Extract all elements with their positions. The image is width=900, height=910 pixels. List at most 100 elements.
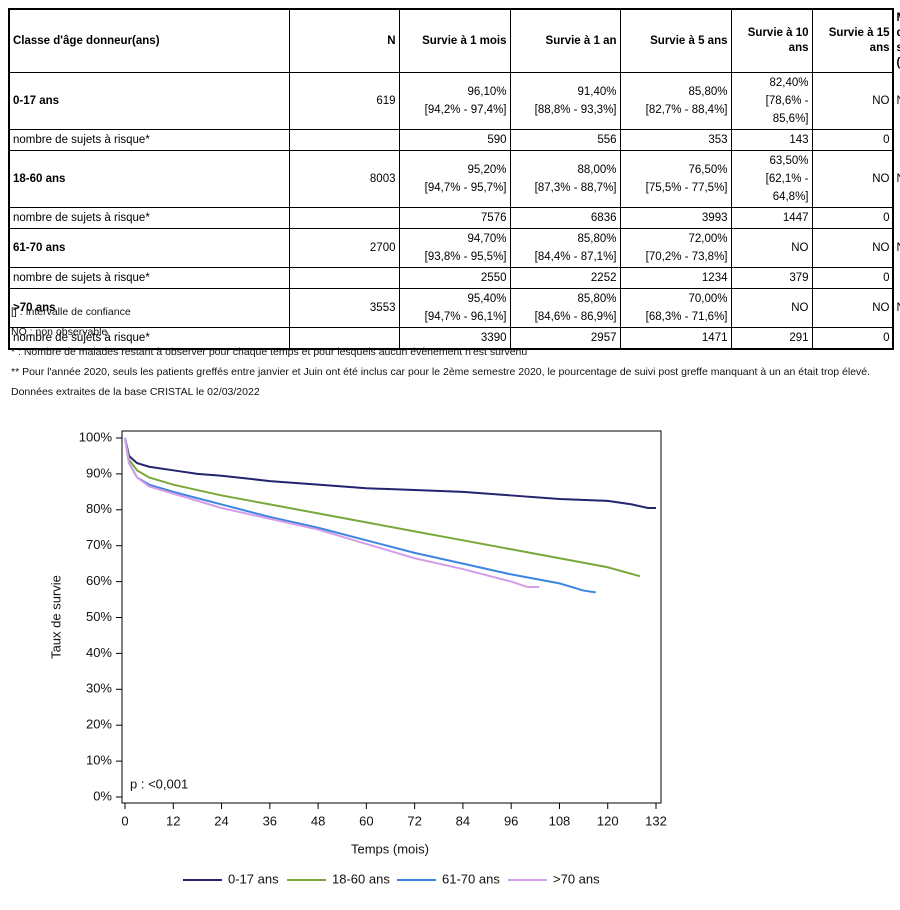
survival-value: 82,40%: [769, 77, 809, 89]
confidence-interval: [68,3% - 71,6%]: [645, 311, 728, 323]
survival-cell: NO: [811, 288, 894, 328]
x-tick-label: 0: [121, 813, 128, 828]
confidence-interval: [75,5% - 77,5%]: [645, 182, 728, 194]
note: Données extraites de la base CRISTAL le …: [11, 386, 260, 398]
y-tick-label: 90%: [86, 465, 112, 480]
survival-cell: 63,50% [62,1% - 64,8%]: [730, 150, 813, 208]
risk-cell: 590: [398, 129, 511, 151]
group-row: 18-60 ans 8003 95,20% [94,7% - 95,7%] 88,00%…: [8, 150, 900, 208]
note: [] : Intervalle de confiance: [11, 306, 131, 318]
y-tick-label: 40%: [86, 645, 112, 660]
survival-cell: 91,40% [88,8% - 93,3%]: [509, 72, 621, 130]
survival-value: NO: [791, 302, 809, 314]
confidence-interval: [84,4% - 87,1%]: [534, 251, 617, 263]
confidence-interval: [82,7% - 88,4%]: [645, 104, 728, 116]
group-label: >70 ans: [8, 288, 290, 328]
x-tick-label: 72: [407, 813, 421, 828]
y-tick-label: 60%: [86, 573, 112, 588]
confidence-interval: [70,2% - 73,8%]: [645, 251, 728, 263]
group-row: 61-70 ans 2700 94,70% [93,8% - 95,5%] 85,80%…: [8, 228, 900, 268]
survival-cell: 94,70% [93,8% - 95,5%]: [398, 228, 511, 268]
confidence-interval: [84,6% - 86,9%]: [534, 311, 617, 323]
survival-value: 85,80%: [577, 233, 617, 245]
risk-cell: 3390: [398, 327, 511, 350]
count-cell: 3553: [288, 288, 400, 328]
y-tick-label: 10%: [86, 753, 112, 768]
survival-value: 94,70%: [467, 233, 507, 245]
confidence-interval: [88,8% - 93,3%]: [534, 104, 617, 116]
survival-value: 91,40%: [577, 86, 617, 98]
risk-cell: 2550: [398, 267, 511, 289]
x-axis-label: Temps (mois): [351, 841, 429, 856]
y-axis-label: Taux de survie: [48, 575, 63, 659]
y-tick-label: 70%: [86, 537, 112, 552]
group-label: 61-70 ans: [8, 228, 290, 268]
legend-label: 18-60 ans: [332, 871, 390, 886]
risk-cell: 1471: [619, 327, 732, 350]
header-row: Classe d'âge donneur(ans) N Survie à 1 moi…: [8, 8, 900, 73]
survival-cell: 76,50% [75,5% - 77,5%]: [619, 150, 732, 208]
y-tick-label: 20%: [86, 717, 112, 732]
survival-value: 85,80%: [577, 293, 617, 305]
group-row: >70 ans 3553 95,40% [94,7% - 96,1%] 85,80% [8…: [8, 288, 900, 328]
plot-frame: [121, 430, 662, 804]
confidence-interval: [78,6% - 85,6%]: [765, 95, 809, 125]
risk-cell: 1447: [730, 207, 813, 229]
notes: [] : Intervalle de confiance NO : non obs…: [11, 304, 870, 404]
survival-curve: [124, 437, 656, 510]
legend-label: 61-70 ans: [442, 871, 500, 886]
annotation: p : <0,001: [130, 776, 188, 791]
x-tick-label: 96: [504, 813, 518, 828]
risk-row: nombre de sujets à risque* 2550 2252 1234 37…: [8, 267, 894, 289]
group-row: 0-17 ans 619 96,10% [94,2% - 97,4%] 91,40% [8…: [8, 72, 900, 130]
confidence-interval: [93,8% - 95,5%]: [424, 251, 507, 263]
survival-curve: [124, 437, 540, 588]
survival-cell: NO: [811, 228, 894, 268]
x-tick-label: 24: [214, 813, 228, 828]
confidence-interval: [94,2% - 97,4%]: [424, 104, 507, 116]
confidence-interval: [62,1% - 64,8%]: [765, 173, 809, 203]
confidence-interval: [94,7% - 95,7%]: [424, 182, 507, 194]
y-tick-label: 100%: [79, 429, 113, 444]
survival-cell: 72,00% [70,2% - 73,8%]: [619, 228, 732, 268]
risk-row: nombre de sujets à risque* 3390 2957 1471 29…: [8, 327, 894, 350]
note: ** Pour l'année 2020, seuls les patients…: [11, 366, 871, 378]
survival-curve: [124, 437, 641, 578]
y-tick-label: 30%: [86, 681, 112, 696]
survival-table: Classe d'âge donneur(ans) N Survie à 1 moi…: [8, 8, 900, 350]
legend-label: >70 ans: [553, 871, 600, 886]
risk-cell: 2957: [509, 327, 621, 350]
x-tick-label: 12: [166, 813, 180, 828]
survival-cell: 82,40% [78,6% - 85,6%]: [730, 72, 813, 130]
risk-cell: 291: [730, 327, 813, 350]
risk-row: nombre de sujets à risque* 590 556 353 143 0: [8, 129, 894, 151]
note: * : Nombre de malades restant à observer…: [11, 346, 528, 358]
survival-value: 63,50%: [769, 155, 809, 167]
x-tick-label: 48: [311, 813, 325, 828]
header-cell: Survie à 15 ans: [811, 8, 894, 73]
survival-value: 95,20%: [467, 164, 507, 176]
survival-cell: 96,10% [94,2% - 97,4%]: [398, 72, 511, 130]
confidence-interval: [94,7% - 96,1%]: [424, 311, 507, 323]
x-tick-label: 132: [645, 813, 667, 828]
y-tick-label: 50%: [86, 609, 112, 624]
survival-value: 88,00%: [577, 164, 617, 176]
survival-value: 70,00%: [688, 293, 728, 305]
risk-label: nombre de sujets à risque*: [8, 207, 290, 229]
group-label: 18-60 ans: [8, 150, 290, 208]
legend-label: 0-17 ans: [228, 871, 279, 886]
x-tick-label: 36: [263, 813, 277, 828]
y-tick-label: 80%: [86, 501, 112, 516]
survival-value: 72,00%: [688, 233, 728, 245]
survival-value: NO: [872, 302, 890, 314]
survival-value: NO: [872, 173, 890, 185]
y-tick-label: 0%: [93, 788, 112, 803]
survival-value: 95,40%: [467, 293, 507, 305]
survival-cell: NO: [730, 288, 813, 328]
survival-cell: NO: [730, 228, 813, 268]
survival-value: 76,50%: [688, 164, 728, 176]
risk-label: nombre de sujets à risque*: [8, 327, 290, 350]
survival-cell: 95,20% [94,7% - 95,7%]: [398, 150, 511, 208]
